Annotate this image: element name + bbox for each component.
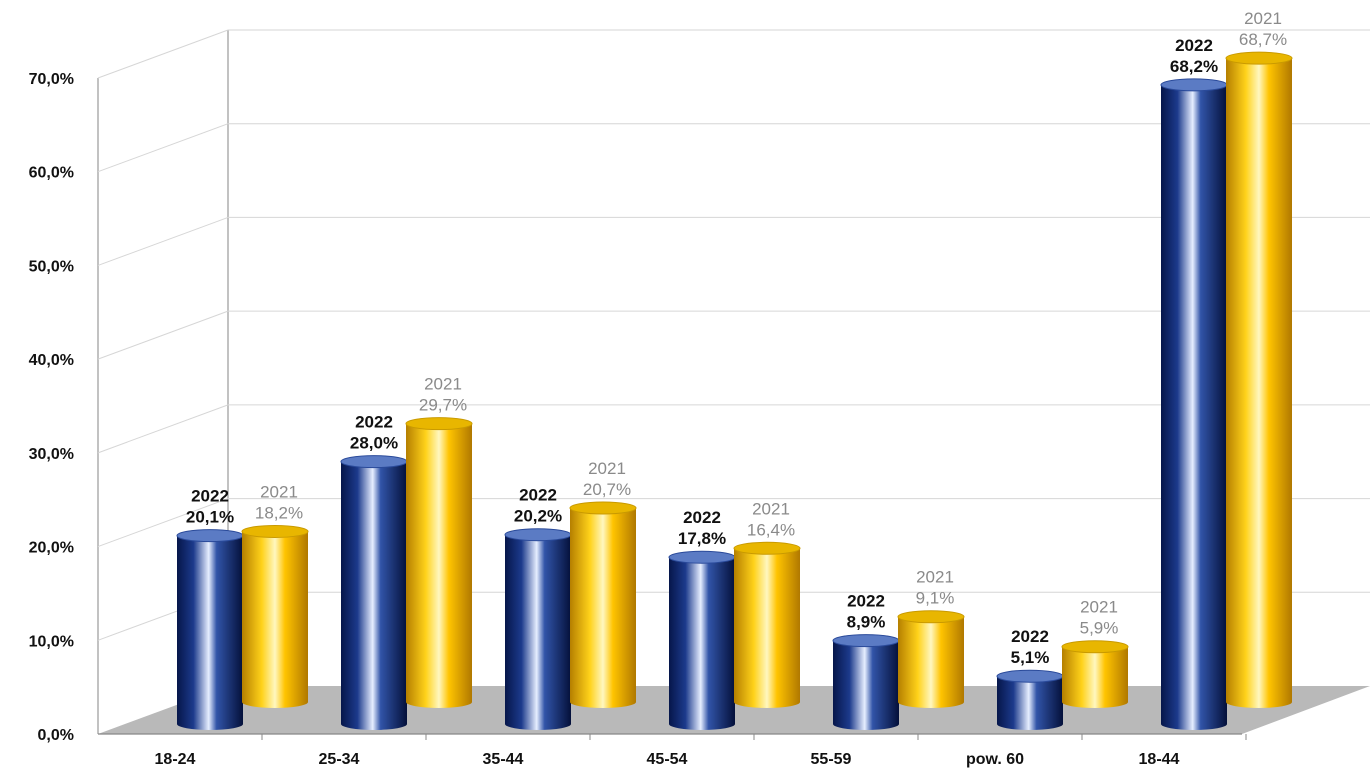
data-label-value: 20,1% [186, 508, 234, 527]
data-label-value: 18,2% [255, 503, 303, 522]
data-label-year: 2022 [683, 508, 721, 527]
bar-2021-1824 [241, 524, 309, 708]
bar-2022-4554 [668, 550, 736, 730]
data-label-year: 2022 [847, 592, 885, 611]
bar-2021-5559 [897, 610, 965, 708]
data-label-year: 2022 [1011, 627, 1049, 646]
grid-line-side [97, 29, 229, 79]
data-label-year: 2022 [191, 487, 229, 506]
data-label-value: 68,7% [1239, 30, 1287, 49]
x-tick-label: 35-44 [483, 751, 524, 768]
grid-line-side [97, 404, 229, 454]
y-tick-label: 30,0% [29, 446, 74, 463]
x-tick-label: 45-54 [647, 751, 688, 768]
data-label-value: 5,9% [1080, 619, 1119, 638]
grid-line-side [97, 498, 229, 548]
data-label-year: 2021 [424, 375, 462, 394]
y-tick-label: 20,0% [29, 540, 74, 557]
data-label-value: 68,2% [1170, 57, 1218, 76]
data-label-year: 2021 [916, 568, 954, 587]
x-tick-label: 25-34 [319, 751, 360, 768]
data-label-value: 17,8% [678, 529, 726, 548]
data-label-year: 2021 [260, 482, 298, 501]
y-tick-label: 60,0% [29, 165, 74, 182]
bar-2022-2534 [340, 455, 408, 730]
y-axis-ticks: 0,0% 10,0% 20,0% 30,0% 40,0% 50,0% 60,0% 70,0% [29, 71, 74, 744]
data-label-value: 29,7% [419, 396, 467, 415]
y-tick-label: 0,0% [38, 727, 74, 744]
data-label-value: 9,1% [916, 589, 955, 608]
bars [176, 51, 1293, 730]
bar-2022-3544 [504, 528, 572, 730]
bar-2021-2534 [405, 417, 473, 708]
data-label-value: 8,9% [847, 613, 886, 632]
x-tick-label: 55-59 [811, 751, 852, 768]
y-tick-label: 70,0% [29, 71, 74, 88]
x-axis-labels: 18-24 25-34 35-44 45-54 55-59 pow. 60 18-44 [155, 734, 1247, 768]
bar-2021-3544 [569, 501, 637, 708]
bar-2022-pow60 [996, 669, 1064, 730]
grid-line-side [97, 123, 229, 173]
data-label-year: 2022 [1175, 36, 1213, 55]
data-label-year: 2022 [519, 486, 557, 505]
x-tick-label: 18-44 [1139, 751, 1180, 768]
data-label-year: 2021 [1080, 598, 1118, 617]
data-label-value: 28,0% [350, 434, 398, 453]
grid-line-side [97, 310, 229, 360]
grid-line-side [97, 216, 229, 266]
data-labels: 2022 20,1% 2021 18,2% 2022 28,0% 2021 29,7% 2022… [186, 9, 1287, 667]
data-label-value: 20,7% [583, 480, 631, 499]
bar-2021-pow60 [1061, 640, 1129, 708]
bar-2022-1824 [176, 529, 244, 730]
data-label-value: 20,2% [514, 507, 562, 526]
data-label-year: 2022 [355, 413, 393, 432]
x-tick-label: 18-24 [155, 751, 196, 768]
x-tick-label: pow. 60 [966, 751, 1024, 768]
y-tick-label: 50,0% [29, 258, 74, 275]
data-label-year: 2021 [752, 499, 790, 518]
data-label-value: 5,1% [1011, 648, 1050, 667]
data-label-value: 16,4% [747, 520, 795, 539]
data-label-year: 2021 [588, 459, 626, 478]
bar-2021-1844 [1225, 51, 1293, 708]
data-label-year: 2021 [1244, 9, 1282, 28]
y-tick-label: 40,0% [29, 352, 74, 369]
bar-2022-1844 [1160, 78, 1228, 730]
y-tick-label: 10,0% [29, 633, 74, 650]
bar-2021-4554 [733, 541, 801, 708]
bar-2022-5559 [832, 634, 900, 730]
